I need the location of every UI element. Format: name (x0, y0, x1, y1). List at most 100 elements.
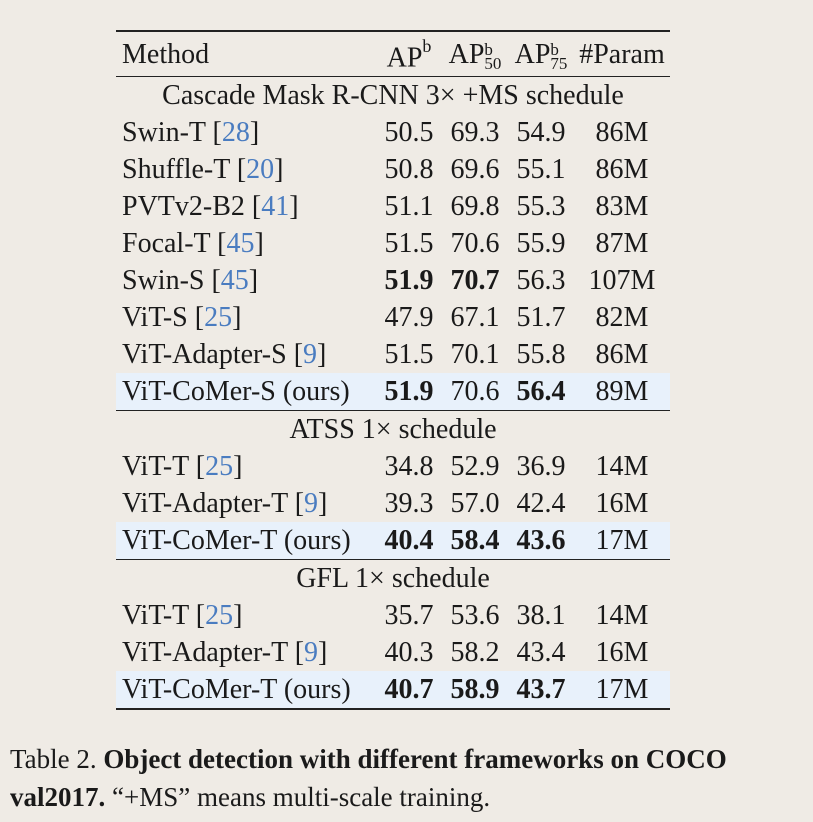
section-title: Cascade Mask R-CNN 3× +MS schedule (162, 80, 624, 112)
ap75-cell: 55.1 (516, 154, 566, 186)
ap75-cell: 43.6 (508, 522, 574, 560)
header-ap75-scripts: b 75 (550, 39, 568, 73)
ap50-cell: 69.6 (450, 154, 500, 186)
table-row: ViT-CoMer-S (ours) 51.9 70.6 56.4 89M (116, 373, 670, 411)
ap75-cell: 56.4 (508, 373, 574, 411)
method-name: Focal-T (122, 228, 211, 260)
ap75-cell: 54.9 (516, 117, 566, 149)
method-name: Shuffle-T (122, 154, 230, 186)
header-ap50-sub: 50 (484, 53, 502, 73)
header-ap75-sub: 75 (550, 53, 568, 73)
ap-cell: 50.5 (384, 117, 434, 149)
citation-link: 9 (304, 637, 319, 669)
method-cell: ViT-CoMer-S (ours) (116, 373, 376, 411)
param-cell: 17M (574, 671, 670, 711)
method-cell: Swin-T [28] (122, 117, 260, 149)
param-cell: 86M (595, 154, 649, 186)
header-param: #Param (574, 30, 670, 78)
param-cell: 16M (595, 488, 649, 520)
section-header-row: Cascade Mask R-CNN 3× +MS schedule (116, 77, 670, 115)
method-cell: Focal-T [45] (122, 228, 264, 260)
method-name: Swin-T (122, 117, 206, 149)
header-ap50-scripts: b 50 (484, 41, 502, 73)
param-cell: 89M (574, 373, 670, 411)
header-ap: APb (376, 30, 442, 78)
ap50-cell: 69.8 (450, 191, 500, 223)
ap-cell: 35.7 (384, 600, 434, 632)
param-cell: 86M (595, 117, 649, 149)
citation-link: 45 (220, 265, 249, 297)
citation-link: 45 (226, 228, 255, 260)
table-row: ViT-CoMer-T (ours) 40.7 58.9 43.7 17M (116, 671, 670, 711)
ap-cell: 40.3 (384, 637, 434, 669)
results-table: Method APb AP b 50 AP b 75 #Param Cascade Ma… (116, 30, 670, 711)
ap75-cell: 55.3 (516, 191, 566, 223)
table-row: Swin-S [45] 51.9 70.7 56.3 107M (116, 262, 670, 299)
caption-label: Table 2. (10, 744, 97, 774)
table-body: Cascade Mask R-CNN 3× +MS schedule Swin-T… (116, 77, 670, 711)
param-cell: 83M (595, 191, 649, 223)
ap50-cell: 70.6 (442, 373, 508, 411)
ap75-cell: 36.9 (516, 451, 566, 483)
header-ap75-sup: b (550, 39, 559, 59)
method-name: ViT-CoMer-T (ours) (122, 674, 351, 706)
table-row: ViT-S [25] 47.9 67.1 51.7 82M (116, 299, 670, 336)
header-ap-sup: b (422, 36, 432, 56)
citation-link: 28 (221, 117, 250, 149)
ap-cell: 51.5 (384, 228, 434, 260)
param-cell: 17M (574, 522, 670, 560)
section-header-row: GFL 1× schedule (116, 559, 670, 598)
citation-link: 25 (204, 302, 233, 334)
method-cell: ViT-T [25] (122, 451, 243, 483)
method-cell: ViT-CoMer-T (ours) (116, 522, 376, 560)
table-header-row: Method APb AP b 50 AP b 75 #Param (116, 30, 670, 78)
param-cell: 87M (595, 228, 649, 260)
method-cell: ViT-S [25] (122, 302, 242, 334)
method-name: ViT-CoMer-T (ours) (122, 525, 351, 557)
table-row: ViT-CoMer-T (ours) 40.4 58.4 43.6 17M (116, 522, 670, 560)
method-name: ViT-T (122, 451, 189, 483)
method-cell: ViT-T [25] (122, 600, 243, 632)
ap50-cell: 70.7 (450, 265, 500, 297)
ap75-cell: 51.7 (516, 302, 566, 334)
citation-link: 25 (205, 451, 234, 483)
ap75-cell: 56.3 (516, 265, 566, 297)
method-name: ViT-Adapter-T (122, 488, 288, 520)
citation-link: 25 (205, 600, 234, 632)
section-header-row: ATSS 1× schedule (116, 410, 670, 449)
ap-cell: 40.4 (376, 522, 442, 560)
ap75-cell: 43.4 (516, 637, 566, 669)
ap50-cell: 58.9 (442, 671, 508, 711)
method-cell: Swin-S [45] (122, 265, 259, 297)
param-cell: 14M (595, 600, 649, 632)
table-row: Swin-T [28] 50.5 69.3 54.9 86M (116, 114, 670, 151)
param-cell: 107M (588, 265, 656, 297)
ap75-cell: 55.8 (516, 339, 566, 371)
method-cell: PVTv2-B2 [41] (122, 191, 299, 223)
header-ap50-label: AP (448, 38, 485, 70)
table-caption: Table 2. Object detection with different… (10, 740, 810, 816)
header-ap-label: AP (386, 42, 423, 74)
ap50-cell: 67.1 (450, 302, 500, 334)
ap50-cell: 58.2 (450, 637, 500, 669)
ap75-cell: 42.4 (516, 488, 566, 520)
param-cell: 82M (595, 302, 649, 334)
param-cell: 16M (595, 637, 649, 669)
method-cell: ViT-Adapter-T [9] (122, 488, 328, 520)
method-name: ViT-Adapter-S (122, 339, 287, 371)
citation-link: 41 (261, 191, 290, 223)
param-cell: 86M (595, 339, 649, 371)
citation-link: 9 (303, 339, 318, 371)
ap50-cell: 69.3 (450, 117, 500, 149)
ap-cell: 40.7 (376, 671, 442, 711)
method-name: PVTv2-B2 (122, 191, 245, 223)
caption-bold: Object detection with different framewor… (10, 744, 727, 812)
ap50-cell: 70.6 (450, 228, 500, 260)
method-cell: ViT-Adapter-T [9] (122, 637, 328, 669)
table-row: Focal-T [45] 51.5 70.6 55.9 87M (116, 225, 670, 262)
ap50-cell: 58.4 (442, 522, 508, 560)
method-name: ViT-Adapter-T (122, 637, 288, 669)
method-name: ViT-S (122, 302, 188, 334)
ap-cell: 51.5 (384, 339, 434, 371)
